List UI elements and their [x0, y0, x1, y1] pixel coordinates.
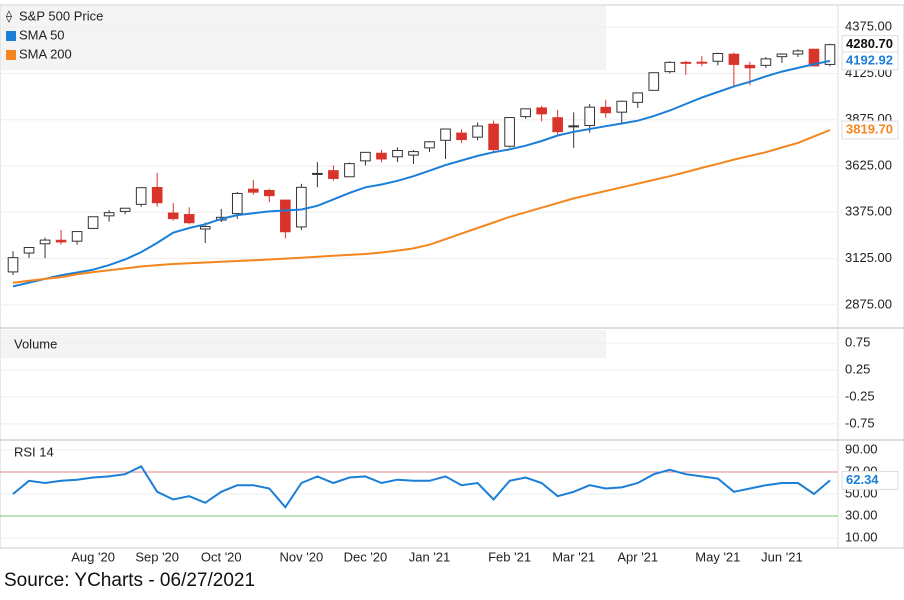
value-badge: [841, 120, 899, 140]
legend-swatch: [6, 31, 16, 41]
x-tick-label: May '21: [695, 549, 740, 564]
candle-body: [568, 125, 579, 128]
candle-body: [71, 231, 83, 242]
value-badge-label: 4280.70: [846, 36, 893, 51]
value-badge-label: 62.34: [846, 472, 879, 487]
sma-line: [12, 129, 831, 284]
candle-body: [488, 123, 499, 151]
x-tick-label: Jan '21: [409, 549, 451, 564]
candle-body: [712, 52, 724, 62]
candle-body: [103, 212, 115, 217]
candle-body: [520, 108, 531, 118]
panel-title: Volume: [14, 336, 57, 351]
y-tick-label: 3375.00: [845, 204, 892, 219]
x-tick-label: Nov '20: [280, 549, 324, 564]
candle-body: [392, 149, 403, 158]
x-tick-label: Jun '21: [761, 549, 803, 564]
candle-body: [792, 50, 804, 55]
candle-body: [536, 107, 547, 115]
candle-body: [584, 106, 596, 127]
candle-body: [408, 151, 419, 156]
x-tick-label: Aug '20: [71, 549, 115, 564]
y-tick-label: 3625.00: [845, 157, 892, 172]
candle-body: [344, 163, 355, 178]
candle-body: [776, 53, 788, 58]
legend-swatch: [6, 50, 16, 60]
candle-body: [247, 188, 259, 193]
candle-body: [648, 72, 660, 91]
legend-band: [1, 6, 606, 70]
x-tick-label: Sep '20: [135, 549, 179, 564]
candle-body: [183, 214, 195, 224]
candle-body: [39, 239, 51, 245]
candle-body: [600, 106, 612, 114]
candle-body: [696, 61, 708, 64]
source-note: Source: YCharts - 06/27/2021: [4, 570, 256, 591]
candle-body: [167, 212, 179, 220]
legend-icon: ⟠: [6, 9, 12, 23]
candle-body: [7, 257, 19, 273]
chart-frame: [0, 4, 904, 549]
value-badge: [841, 51, 899, 71]
x-tick-label: Dec '20: [344, 549, 388, 564]
legend-label: SMA 50: [19, 27, 65, 42]
candle-body: [632, 92, 644, 103]
volume-band: [1, 330, 606, 358]
y-tick-label: 0.75: [845, 335, 870, 350]
candle-body: [680, 61, 692, 64]
candle-body: [135, 187, 147, 205]
y-tick-label: 4375.00: [845, 19, 892, 34]
y-tick-label: 2875.00: [845, 296, 892, 311]
panel-title: RSI 14: [14, 444, 54, 459]
candle-body: [119, 207, 131, 212]
candle-body: [456, 132, 467, 141]
x-tick-label: Oct '20: [201, 549, 242, 564]
candle-body: [360, 151, 371, 162]
candle-body: [280, 199, 291, 233]
y-tick-label: 0.25: [845, 361, 870, 376]
candle-body: [616, 100, 628, 113]
sma-line: [12, 59, 831, 288]
candle-body: [440, 128, 451, 141]
y-tick-label: 90.00: [845, 441, 878, 456]
y-tick-label: 3125.00: [845, 250, 892, 265]
candle-body: [23, 246, 35, 254]
y-tick-label: -0.25: [845, 388, 875, 403]
chart: 4375.004125.003875.003625.003375.003125.…: [0, 4, 904, 564]
y-tick-label: 30.00: [845, 507, 878, 522]
value-badge-label: 4192.92: [846, 52, 893, 67]
candle-body: [312, 172, 323, 175]
x-tick-label: Feb '21: [488, 549, 531, 564]
candle-body: [504, 117, 515, 147]
candle-body: [744, 64, 756, 69]
candle-body: [296, 186, 307, 228]
candle-body: [824, 44, 836, 65]
candle-body: [151, 187, 163, 204]
candle-body: [199, 226, 211, 230]
value-badge-label: 3819.70: [846, 121, 893, 136]
candle-body: [424, 141, 435, 149]
legend-label: SMA 200: [19, 46, 72, 61]
candle-body: [728, 53, 740, 65]
candle-body: [55, 239, 67, 243]
y-tick-label: -0.75: [845, 415, 875, 430]
candle-body: [376, 152, 387, 160]
candle-body: [552, 117, 563, 133]
rsi-line: [12, 465, 831, 509]
y-tick-label: 10.00: [845, 530, 878, 545]
candle-body: [760, 58, 772, 66]
candle-body: [472, 125, 483, 138]
candle-body: [87, 216, 99, 229]
candle-body: [231, 192, 243, 215]
candle-body: [264, 189, 275, 197]
candle-body: [328, 170, 339, 179]
x-tick-label: Mar '21: [552, 549, 595, 564]
candle-body: [664, 61, 676, 73]
legend-label: S&P 500 Price: [19, 8, 103, 23]
candle-body: [808, 48, 820, 67]
value-badge: [841, 470, 899, 490]
x-tick-label: Apr '21: [617, 549, 658, 564]
